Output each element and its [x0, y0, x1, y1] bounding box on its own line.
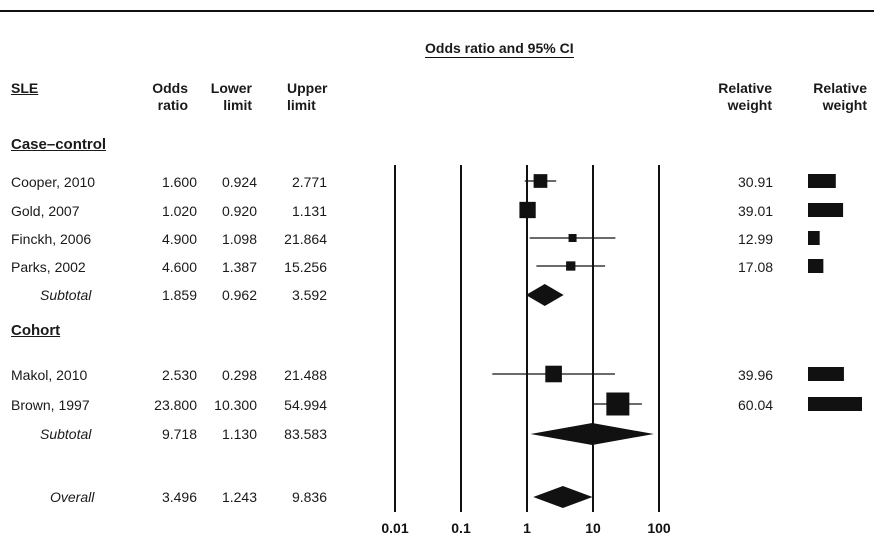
lower-limit-value: 1.243: [221, 489, 257, 505]
lower-limit-value: 0.962: [221, 287, 257, 303]
odds-ratio-box: [566, 261, 576, 271]
subtotal-diamond: [525, 284, 564, 306]
upper-limit-value: 2.771: [291, 174, 327, 190]
odds-ratio-value: 1.600: [161, 174, 197, 190]
x-tick-label: 0.1: [451, 520, 471, 536]
header-lower-limit-text: Lower limit: [210, 80, 252, 113]
study-name: Finckh, 2006: [11, 231, 92, 247]
lower-limit-value: 1.098: [221, 231, 257, 247]
study-name: Brown, 1997: [11, 397, 90, 413]
study-name: Cooper, 2010: [11, 174, 96, 190]
weight-bar: [808, 367, 844, 381]
odds-ratio-box: [533, 174, 548, 188]
odds-ratio-value: 1.859: [161, 287, 197, 303]
header-relative-weight-value-text: Relative weight: [718, 80, 772, 113]
weight-value: 12.99: [738, 231, 774, 247]
x-tick-label: 0.01: [381, 520, 408, 536]
upper-limit-value: 54.994: [284, 397, 327, 413]
weight-bar: [808, 174, 836, 188]
header-upper-limit-text: Upper limit: [287, 80, 328, 113]
header-lower-limit: Lower limit: [198, 80, 252, 114]
lower-limit-value: 0.920: [221, 203, 257, 219]
overall-label: Overall: [50, 489, 95, 505]
upper-limit-value: 15.256: [284, 259, 327, 275]
odds-ratio-box: [606, 392, 630, 416]
weight-value: 30.91: [738, 174, 774, 190]
header-odds-ratio: Odds ratio: [130, 80, 188, 114]
upper-limit-value: 83.583: [284, 426, 327, 442]
weight-bar: [808, 203, 844, 217]
upper-limit-value: 21.864: [284, 231, 327, 247]
weight-value: 60.04: [738, 397, 774, 413]
odds-ratio-value: 2.530: [161, 367, 197, 383]
overall-diamond: [533, 486, 593, 508]
lower-limit-value: 10.300: [214, 397, 257, 413]
header-study: SLE: [11, 80, 39, 96]
odds-ratio-value: 1.020: [161, 203, 197, 219]
odds-ratio-value: 4.900: [161, 231, 197, 247]
study-name: Parks, 2002: [11, 259, 86, 275]
header-upper-limit: Upper limit: [287, 80, 341, 114]
weight-bar: [808, 259, 824, 273]
weight-value: 39.01: [738, 203, 774, 219]
lower-limit-value: 1.387: [221, 259, 257, 275]
odds-ratio-box: [519, 201, 536, 219]
study-name: Makol, 2010: [11, 367, 88, 383]
upper-limit-value: 3.592: [291, 287, 327, 303]
header-odds-ratio-text: Odds ratio: [152, 80, 188, 113]
lower-limit-value: 0.924: [221, 174, 257, 190]
weight-bar: [808, 397, 862, 411]
chart-title: Odds ratio and 95% CI: [425, 40, 574, 58]
odds-ratio-value: 9.718: [161, 426, 197, 442]
header-relative-weight-bar: Relative weight: [795, 80, 867, 114]
study-name: Gold, 2007: [11, 203, 80, 219]
header-relative-weight-value: Relative weight: [700, 80, 772, 114]
upper-limit-value: 9.836: [291, 489, 327, 505]
odds-ratio-value: 4.600: [161, 259, 197, 275]
subtotal-diamond: [530, 423, 654, 445]
upper-limit-value: 1.131: [291, 203, 327, 219]
group-label-cohort: Cohort: [11, 322, 61, 339]
top-rule: [0, 10, 874, 12]
x-tick-label: 100: [647, 520, 671, 536]
header-relative-weight-bar-text: Relative weight: [813, 80, 867, 113]
lower-limit-value: 1.130: [221, 426, 257, 442]
odds-ratio-value: 3.496: [161, 489, 197, 505]
subtotal-label: Subtotal: [40, 426, 92, 442]
upper-limit-value: 21.488: [284, 367, 327, 383]
weight-bar: [808, 231, 820, 245]
weight-value: 39.96: [738, 367, 774, 383]
x-tick-label: 1: [523, 520, 531, 536]
x-tick-label: 10: [585, 520, 601, 536]
odds-ratio-value: 23.800: [154, 397, 197, 413]
subtotal-label: Subtotal: [40, 287, 92, 303]
odds-ratio-box: [545, 365, 562, 383]
lower-limit-value: 0.298: [221, 367, 257, 383]
group-label-case-control: Case–control: [11, 136, 107, 153]
weight-value: 17.08: [738, 259, 774, 275]
odds-ratio-box: [568, 234, 577, 242]
